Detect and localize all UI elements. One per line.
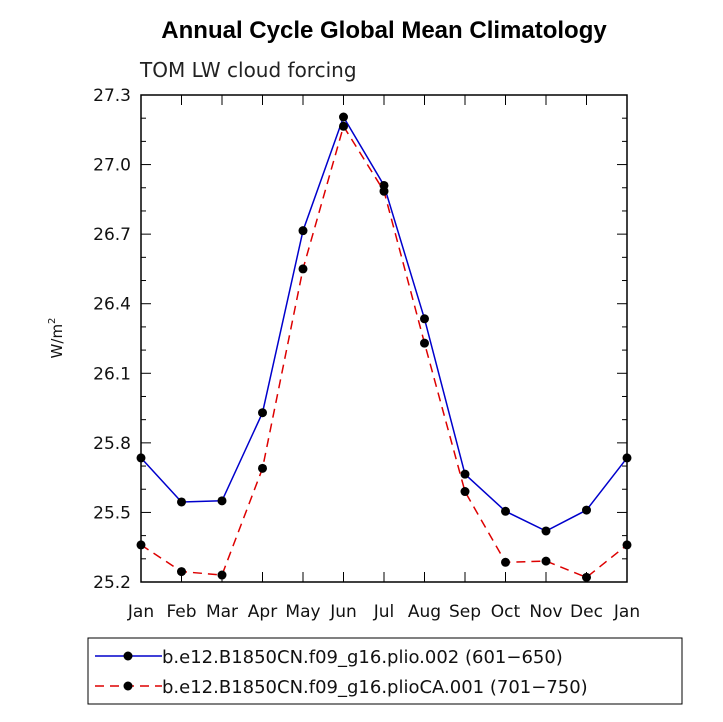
data-point-1-0 <box>136 540 146 550</box>
data-point-0-5 <box>339 112 348 122</box>
y-tick-label: 25.8 <box>93 434 131 454</box>
series-layer <box>136 112 632 582</box>
y-axis: 25.2 25.5 25.8 26.1 26.4 26.7 27.0 27.3 <box>93 86 627 593</box>
data-point-1-4 <box>298 264 308 274</box>
data-point-1-9 <box>501 557 510 567</box>
y-tick-label: 27.0 <box>93 156 131 176</box>
plot-frame <box>140 94 628 583</box>
data-point-0-8 <box>460 469 470 479</box>
series-line-0 <box>140 115 628 532</box>
y-tick-label: 26.7 <box>93 225 131 245</box>
y-tick-label: 27.3 <box>93 86 131 106</box>
x-tick-label: Dec <box>570 602 603 622</box>
data-point-0-1 <box>177 497 186 507</box>
data-point-1-7 <box>420 338 429 348</box>
data-point-0-11 <box>582 505 591 515</box>
y-tick-label: 25.2 <box>93 573 131 593</box>
legend-marker-1 <box>123 681 133 691</box>
legend-box <box>87 637 683 705</box>
y-tick-label: 25.5 <box>93 503 131 523</box>
legend-entry-1: b.e12.B1850CN.f09_g16.plioCA.001 (701−75… <box>95 677 588 698</box>
x-tick-label: Aug <box>408 602 441 622</box>
data-point-1-10 <box>541 556 551 566</box>
data-point-1-6 <box>379 186 389 196</box>
legend-label-1: b.e12.B1850CN.f09_g16.plioCA.001 (701−75… <box>162 677 588 698</box>
data-point-0-9 <box>501 506 510 516</box>
y-tick-label: 26.1 <box>93 364 131 384</box>
x-tick-label: Jun <box>329 602 357 622</box>
chart-title: Annual Cycle Global Mean Climatology <box>161 17 607 44</box>
chart-subtitle: TOM LW cloud forcing <box>139 58 357 82</box>
x-tick-label: Mar <box>206 602 238 622</box>
legend-marker-0 <box>123 651 133 661</box>
data-point-1-12 <box>622 540 632 550</box>
x-tick-label: May <box>285 602 320 622</box>
data-point-0-4 <box>298 226 308 236</box>
data-point-0-10 <box>541 526 551 536</box>
y-axis-label-main: W/m <box>48 324 66 359</box>
x-tick-label: Nov <box>529 602 562 622</box>
legend-entry-0: b.e12.B1850CN.f09_g16.plio.002 (601−650) <box>95 647 563 668</box>
x-tick-label: Sep <box>449 602 481 622</box>
x-tick-label: Jul <box>373 602 395 622</box>
x-axis: Jan Feb Mar Apr May Jun Jul Aug Sep Oct Nov Dec Jan <box>127 95 640 622</box>
x-tick-label: Jan <box>613 602 640 622</box>
x-tick-label: Apr <box>248 602 277 622</box>
data-point-1-3 <box>258 463 267 473</box>
data-point-0-3 <box>258 408 267 418</box>
y-axis-label-sup: 2 <box>47 318 58 324</box>
y-tick-label: 26.4 <box>93 295 131 315</box>
x-tick-label: Oct <box>491 602 521 622</box>
data-point-0-0 <box>136 453 146 463</box>
data-point-1-8 <box>460 487 470 497</box>
data-point-1-1 <box>177 567 186 577</box>
x-tick-label: Jan <box>127 602 154 622</box>
x-tick-label: Feb <box>166 602 196 622</box>
data-point-0-7 <box>420 314 429 324</box>
data-point-0-12 <box>622 453 632 463</box>
legend-label-0: b.e12.B1850CN.f09_g16.plio.002 (601−650) <box>162 647 563 668</box>
data-point-1-2 <box>217 570 227 580</box>
data-point-0-2 <box>217 496 227 506</box>
y-axis-label: W/m2 <box>47 318 66 359</box>
data-point-1-11 <box>582 572 591 582</box>
data-point-1-5 <box>339 121 348 131</box>
